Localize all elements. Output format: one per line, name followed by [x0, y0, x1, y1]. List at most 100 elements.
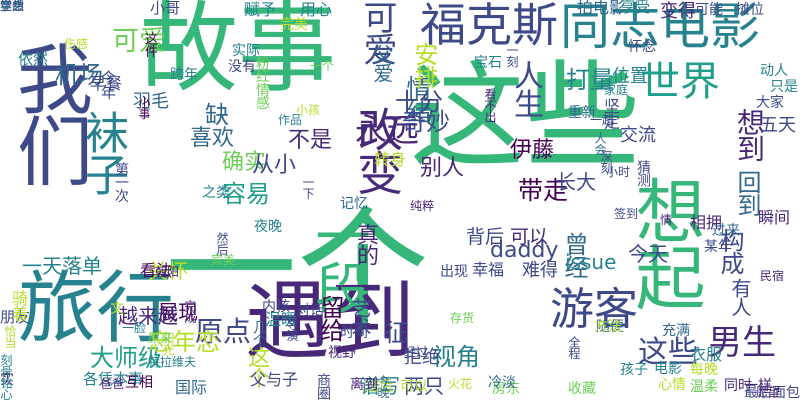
word: 商圈 [315, 373, 331, 400]
word: 情 [660, 213, 673, 227]
word: 大师级 [90, 344, 162, 372]
word: 回到 [733, 170, 761, 216]
word: 想到 [733, 108, 766, 162]
word: 签到 [614, 207, 639, 221]
word: 奇妙 [402, 108, 450, 136]
word: 可能 [695, 2, 723, 18]
word: 不是 [288, 128, 333, 153]
word: 父爱 [370, 44, 394, 82]
word: 福克斯 [420, 0, 558, 52]
word: 展现 [158, 300, 198, 324]
word: 温暖 [265, 310, 298, 329]
word: 收藏 [568, 381, 596, 397]
word: 谱写 [360, 374, 400, 398]
word: 纯粹 [410, 199, 435, 213]
word: 一样 [744, 378, 772, 394]
word: 这件 [142, 32, 157, 57]
word: 旅行 [18, 264, 175, 354]
word: 每晚 [690, 362, 718, 378]
word: 坚定 [601, 98, 620, 129]
word: 喜欢 [190, 126, 235, 151]
word: 孩子 [620, 362, 648, 378]
word: daddy [490, 238, 559, 263]
word: 真的 [353, 223, 378, 265]
word: 导演 [285, 318, 299, 341]
word: 忘年恋 [148, 328, 220, 356]
word: 伊藤 [510, 138, 555, 163]
word: 袜子 [77, 110, 128, 194]
word: 今天 [628, 242, 668, 266]
word: 十分 [395, 88, 443, 116]
word: 曾经 [560, 232, 588, 278]
word: 视角 [432, 343, 480, 371]
word: 转身 [374, 150, 407, 169]
word: 同志电影 [560, 0, 760, 56]
word: 阳光 [161, 332, 175, 355]
word: 互相 [125, 375, 153, 391]
word: 几个 [251, 320, 267, 347]
word: 房东 [492, 381, 520, 397]
word: 实际 [232, 43, 260, 59]
word: 别人 [420, 156, 465, 181]
word: 拒绝 [404, 347, 440, 368]
word: 竟然 [0, 0, 25, 13]
word: 之类 [202, 185, 230, 201]
word: 游客 [550, 284, 638, 335]
word: 刻骨铭心 [0, 354, 13, 400]
word: 对话 [296, 303, 324, 319]
word: 可爱 [112, 26, 166, 57]
word: 温柔 [690, 379, 718, 395]
word: 可爱 [357, 0, 397, 65]
word: 原点 [195, 315, 252, 348]
word: 重新 [568, 105, 596, 121]
word: 羽毛 [133, 91, 169, 112]
word: 拍电影 [577, 0, 626, 17]
word: 过来 [712, 223, 740, 239]
word: 难得 [522, 260, 558, 281]
word: 夜晚 [254, 219, 282, 235]
word: 越来越 [118, 304, 178, 328]
word: 随便 [596, 319, 624, 335]
word: 爸爸 [100, 377, 125, 391]
word: 相拥 [690, 213, 723, 232]
word: 五天 [760, 115, 796, 136]
word: 今晚 [376, 375, 390, 398]
word: 依然 [18, 50, 49, 68]
word: 朋友 [0, 308, 31, 326]
word: 过后 [365, 379, 393, 395]
word: 最后面包 [744, 385, 800, 400]
word: 没有 [228, 59, 256, 75]
word: 确实 [222, 150, 267, 175]
word: 文 [110, 301, 124, 317]
word: 家庭 [604, 83, 629, 97]
word: 一下 [301, 176, 315, 199]
word: 冷淡 [488, 375, 516, 391]
word: 离到 [350, 377, 378, 393]
word: 长大 [556, 170, 596, 194]
word: 留给 [316, 295, 344, 341]
word: 火花 [448, 377, 473, 391]
word: 艺术 [348, 298, 372, 336]
word: 一天落单 [22, 254, 102, 278]
word: 然后 [215, 232, 229, 255]
word: 安排 [410, 42, 438, 88]
word: 伤感 [64, 37, 89, 51]
word: 摊位 [736, 2, 764, 18]
word: 情绪 [403, 75, 432, 123]
word: 一个 [165, 194, 429, 348]
word: 一刻 [505, 44, 519, 67]
word: 同时 [724, 378, 752, 394]
word: 经过 [404, 345, 429, 359]
word: 位置 [612, 66, 648, 87]
word: 背后 [466, 226, 505, 248]
word: 打量 [566, 66, 614, 94]
word: 实 [0, 372, 14, 388]
word: 可以 [510, 226, 549, 248]
word: 遇到 [245, 273, 416, 372]
word: 想起 [624, 175, 706, 308]
word: 宾美 [211, 253, 236, 267]
word: 交流 [620, 125, 656, 146]
word: 看不出 [483, 88, 497, 123]
word: 小事 [137, 96, 151, 119]
